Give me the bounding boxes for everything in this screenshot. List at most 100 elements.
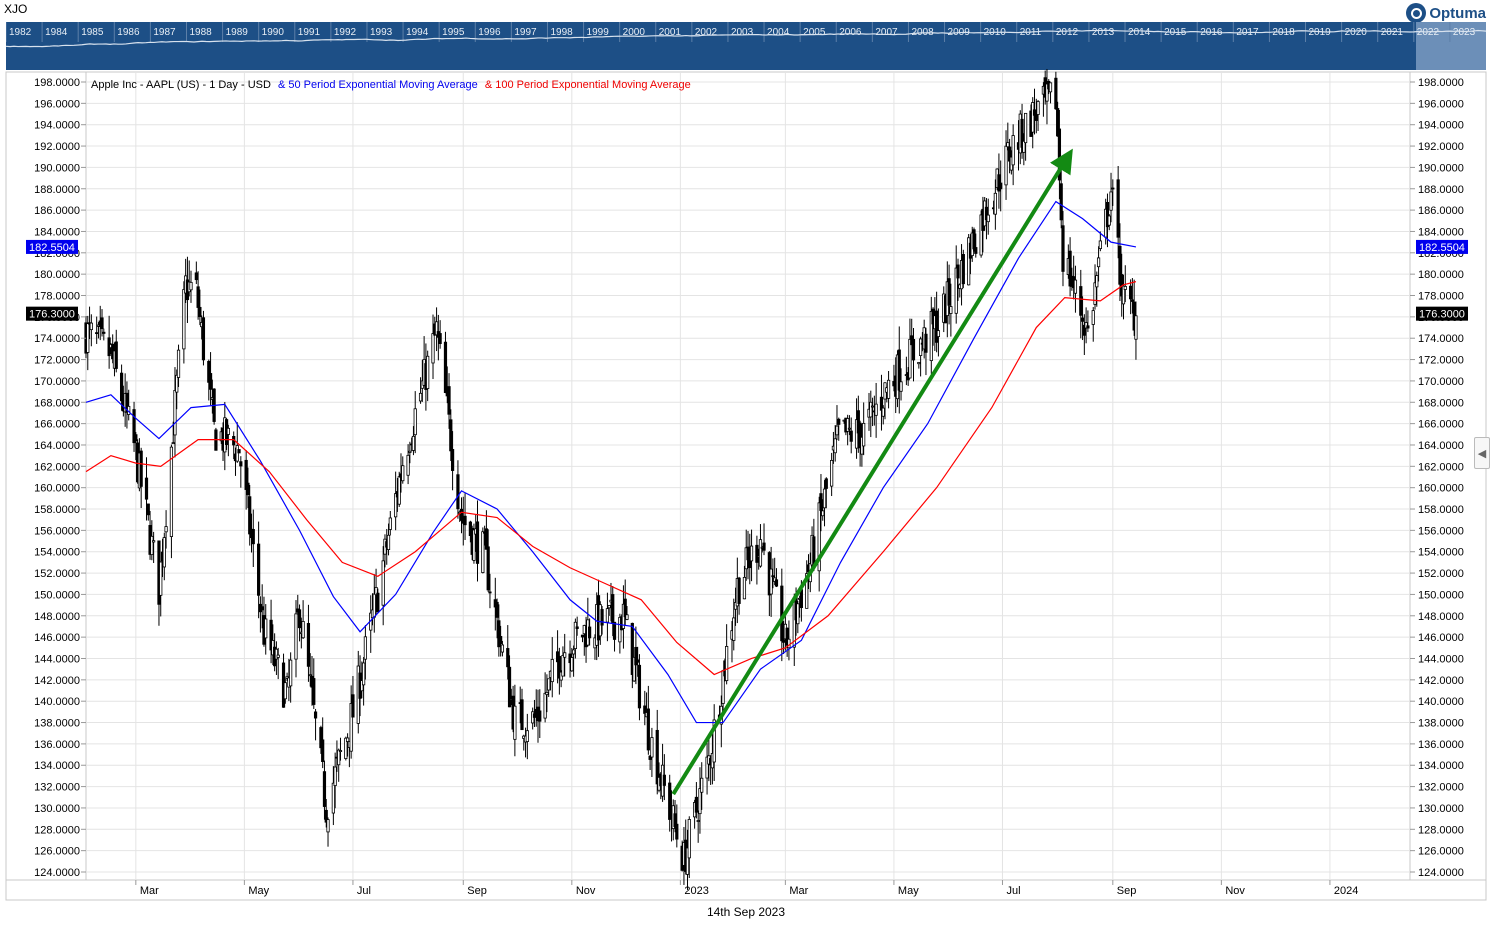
- overview-year-label: 2013: [1092, 27, 1115, 38]
- candle-body: [573, 621, 577, 650]
- y-tick-label-right: 178.0000: [1418, 291, 1464, 303]
- chart-legend: Apple Inc - AAPL (US) - 1 Day - USD & 50…: [91, 79, 691, 91]
- candle-body: [499, 636, 503, 644]
- candle-body: [748, 555, 752, 569]
- y-tick-label-right: 160.0000: [1418, 483, 1464, 495]
- candle-body: [755, 544, 759, 563]
- candle-body: [301, 621, 305, 639]
- candle-body: [162, 537, 166, 568]
- candle-body: [835, 425, 839, 436]
- price-marker-right: [1416, 239, 1468, 254]
- candle-body: [95, 332, 99, 335]
- y-tick-label-left: 170.0000: [34, 376, 80, 388]
- y-tick-label-right: 194.0000: [1418, 120, 1464, 132]
- y-tick-label-left: 124.0000: [34, 867, 80, 879]
- candle-body: [337, 749, 341, 766]
- legend-base: Apple Inc - AAPL (US) - 1 Day - USD: [91, 79, 271, 91]
- candle-body: [198, 306, 202, 317]
- candle-body: [1073, 279, 1078, 294]
- candle-body: [580, 634, 585, 638]
- candle-body: [463, 515, 467, 526]
- candle-body: [119, 372, 124, 402]
- y-tick-label-right: 152.0000: [1418, 568, 1464, 580]
- y-tick-label-left: 166.0000: [34, 419, 80, 431]
- candle-body: [858, 422, 862, 449]
- candle-body: [1036, 101, 1040, 115]
- candle-body: [239, 461, 243, 467]
- candle-body: [1024, 112, 1028, 144]
- candle-body: [673, 813, 677, 827]
- candle-body: [936, 330, 941, 337]
- y-tick-label-right: 180.0000: [1418, 269, 1464, 281]
- candle-body: [979, 214, 983, 256]
- candle-body: [497, 620, 501, 648]
- overview-timeline[interactable]: 1982 1984 1985 1986 1987 1988 1989 1990 1991 1992…: [6, 22, 1486, 70]
- y-tick-label-left: 130.0000: [34, 803, 80, 815]
- candle-body: [401, 465, 405, 482]
- overview-year-label: 1987: [153, 27, 176, 38]
- candle-body: [1111, 187, 1115, 190]
- y-tick-label-right: 132.0000: [1418, 782, 1464, 794]
- candle-body: [881, 407, 885, 417]
- candle-body: [984, 206, 989, 221]
- candle-body: [630, 622, 634, 675]
- candle-body: [771, 575, 775, 578]
- candle-body: [308, 674, 312, 677]
- candle-body: [557, 655, 561, 679]
- candle-body: [488, 591, 492, 594]
- candle-body: [322, 771, 327, 807]
- candle-body: [846, 418, 850, 432]
- candle-body: [874, 403, 878, 416]
- candle-body: [134, 434, 138, 442]
- candle-body: [434, 321, 439, 336]
- candle-body: [668, 782, 672, 820]
- y-tick-label-right: 186.0000: [1418, 205, 1464, 217]
- y-tick-label-left: 160.0000: [34, 483, 80, 495]
- y-tick-label-left: 146.0000: [34, 632, 80, 644]
- candle-body: [819, 493, 823, 511]
- candle-body: [1109, 191, 1113, 211]
- candle-body: [954, 267, 958, 314]
- candle-body: [294, 613, 298, 660]
- collapse-panel-icon[interactable]: ◀: [1474, 437, 1490, 469]
- candle-body: [146, 503, 150, 516]
- overview-background: [6, 22, 1486, 70]
- candle-body: [449, 419, 453, 452]
- overview-year-label: 2001: [659, 27, 682, 38]
- candle-body: [780, 585, 784, 642]
- candle-body: [805, 573, 809, 609]
- overview-year-label: 2000: [623, 27, 646, 38]
- overview-year-label: 2007: [875, 27, 898, 38]
- overview-year-label: 2004: [767, 27, 790, 38]
- overview-visible-range[interactable]: [1416, 22, 1486, 70]
- candle-body: [363, 636, 367, 660]
- y-tick-label-left: 156.0000: [34, 525, 80, 537]
- y-tick-label-left: 178.0000: [34, 291, 80, 303]
- candle-body: [632, 656, 636, 682]
- overview-year-label: 1989: [226, 27, 249, 38]
- candle-body: [929, 310, 933, 362]
- x-tick-label: 2023: [684, 885, 708, 897]
- y-tick-label-left: 158.0000: [34, 504, 80, 516]
- candle-body: [1091, 310, 1095, 325]
- overview-year-label: 2012: [1056, 27, 1079, 38]
- y-tick-label-left: 184.0000: [34, 226, 80, 238]
- y-tick-label-right: 148.0000: [1418, 611, 1464, 623]
- candle-body: [1056, 108, 1060, 137]
- y-tick-label-right: 190.0000: [1418, 162, 1464, 174]
- candle-body: [993, 192, 997, 215]
- candle-body: [799, 589, 803, 609]
- candle-body: [289, 659, 293, 687]
- candle-body: [349, 703, 353, 752]
- candle-body: [520, 699, 524, 731]
- overview-year-label: 2014: [1128, 27, 1151, 38]
- candle-body: [662, 774, 666, 786]
- candle-body: [1086, 325, 1090, 329]
- candle-body: [854, 419, 859, 449]
- y-tick-label-right: 162.0000: [1418, 461, 1464, 473]
- candle-body: [1068, 250, 1072, 287]
- candle-body: [438, 333, 442, 344]
- grid: [86, 72, 1410, 880]
- candle-body: [297, 609, 302, 629]
